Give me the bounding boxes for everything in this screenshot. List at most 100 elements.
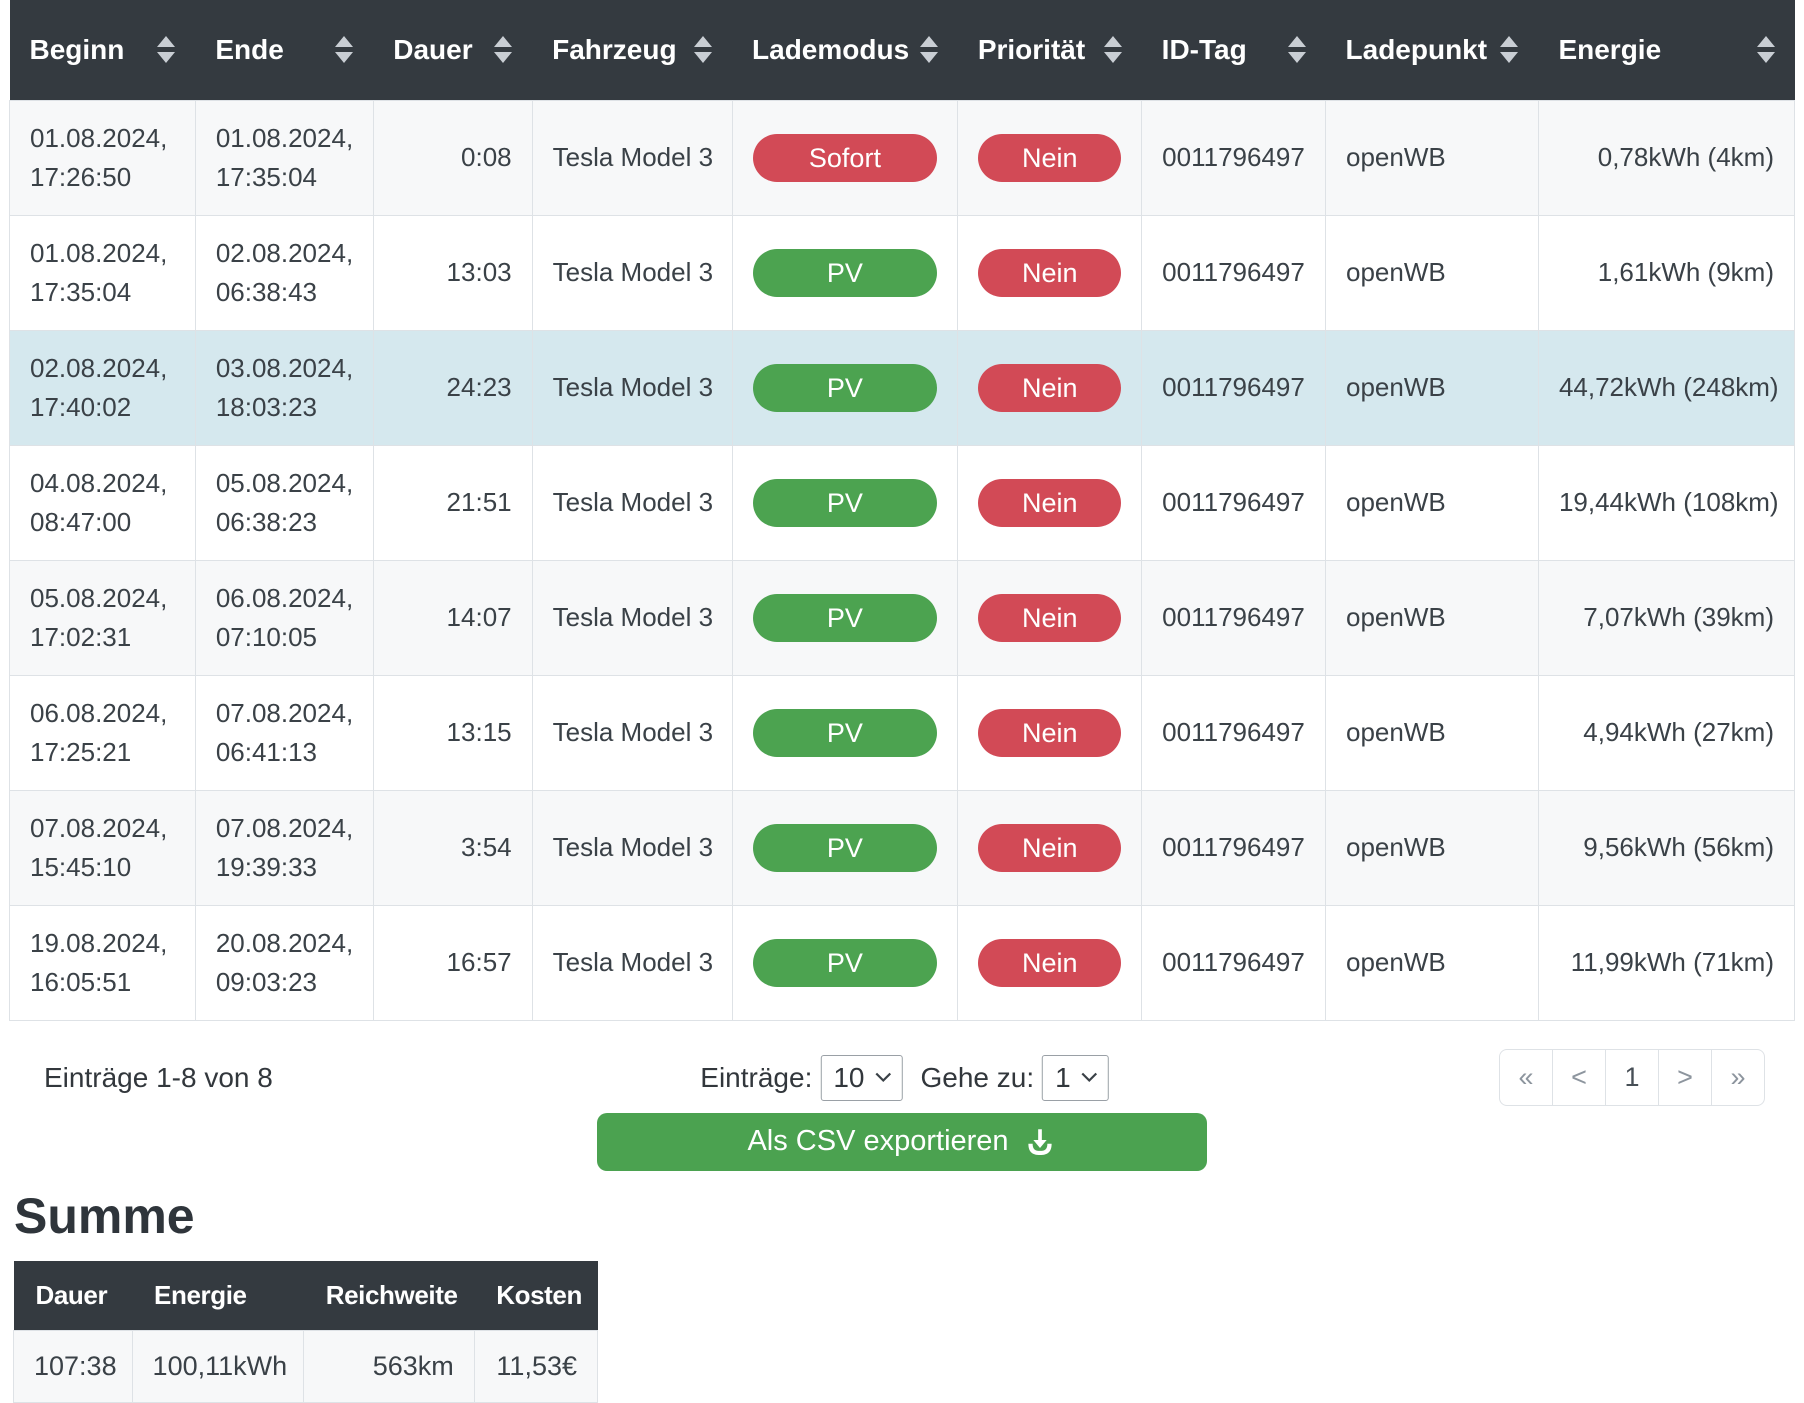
cell-ladepunkt: openWB <box>1326 790 1539 905</box>
cell-dauer: 21:51 <box>373 445 532 560</box>
cell-energie: 11,99kWh (71km) <box>1538 905 1794 1020</box>
cell-energie: 1,61kWh (9km) <box>1538 215 1794 330</box>
sort-arrows-icon <box>157 36 175 63</box>
cell-ladepunkt: openWB <box>1326 560 1539 675</box>
pagination-buttons: «<1>» <box>1499 1049 1765 1106</box>
sort-arrows-icon <box>1104 36 1122 63</box>
page-button-next[interactable]: > <box>1658 1049 1712 1106</box>
lademodus-badge: PV <box>753 479 938 527</box>
cell-energie: 4,94kWh (27km) <box>1538 675 1794 790</box>
column-header-prioritaet[interactable]: Priorität <box>958 0 1142 100</box>
goto-page-value: 1 <box>1055 1062 1071 1094</box>
cell-dauer: 13:03 <box>373 215 532 330</box>
page-button-last[interactable]: » <box>1711 1049 1765 1106</box>
prioritaet-badge: Nein <box>978 249 1121 297</box>
export-csv-label: Als CSV exportieren <box>747 1125 1008 1158</box>
prioritaet-badge: Nein <box>978 134 1121 182</box>
prioritaet-badge: Nein <box>978 364 1121 412</box>
cell-ladepunkt: openWB <box>1326 330 1539 445</box>
cell-fahrzeug: Tesla Model 3 <box>532 560 732 675</box>
page-size-label: Einträge: <box>700 1062 812 1094</box>
lademodus-badge: PV <box>753 824 938 872</box>
lademodus-badge: PV <box>753 249 938 297</box>
cell-lademodus: PV <box>732 560 958 675</box>
cell-ladepunkt: openWB <box>1326 215 1539 330</box>
table-row: 04.08.2024,08:47:00 05.08.2024,06:38:23 … <box>10 445 1795 560</box>
cell-beginn: 02.08.2024,17:40:02 <box>10 330 196 445</box>
page-button-first[interactable]: « <box>1499 1049 1553 1106</box>
cell-prioritaet: Nein <box>958 560 1142 675</box>
cell-fahrzeug: Tesla Model 3 <box>532 100 732 215</box>
column-header-ende[interactable]: Ende <box>195 0 373 100</box>
prioritaet-badge: Nein <box>978 479 1121 527</box>
cell-energie: 19,44kWh (108km) <box>1538 445 1794 560</box>
cell-lademodus: PV <box>732 330 958 445</box>
cell-dauer: 14:07 <box>373 560 532 675</box>
summary-value-reichweite: 563km <box>304 1331 475 1403</box>
charge-log-table: Beginn Ende Dauer Fahrzeug <box>9 0 1795 1021</box>
cell-beginn: 06.08.2024,17:25:21 <box>10 675 196 790</box>
lademodus-badge: PV <box>753 709 938 757</box>
cell-beginn: 01.08.2024,17:26:50 <box>10 100 196 215</box>
prioritaet-badge: Nein <box>978 594 1121 642</box>
cell-dauer: 16:57 <box>373 905 532 1020</box>
cell-lademodus: PV <box>732 905 958 1020</box>
summary-column-energie: Energie <box>132 1261 304 1331</box>
cell-prioritaet: Nein <box>958 790 1142 905</box>
column-header-dauer[interactable]: Dauer <box>373 0 532 100</box>
cell-id-tag: 0011796497 <box>1142 445 1326 560</box>
cell-ende: 03.08.2024,18:03:23 <box>195 330 373 445</box>
summary-column-kosten: Kosten <box>474 1261 597 1331</box>
cell-ladepunkt: openWB <box>1326 675 1539 790</box>
column-header-ladepunkt[interactable]: Ladepunkt <box>1326 0 1539 100</box>
table-row: 01.08.2024,17:35:04 02.08.2024,06:38:43 … <box>10 215 1795 330</box>
column-header-fahrzeug[interactable]: Fahrzeug <box>532 0 732 100</box>
cell-prioritaet: Nein <box>958 330 1142 445</box>
chevron-down-icon <box>1081 1072 1098 1083</box>
prioritaet-badge: Nein <box>978 939 1121 987</box>
cell-ende: 02.08.2024,06:38:43 <box>195 215 373 330</box>
column-header-label: Priorität <box>978 34 1085 66</box>
export-csv-button[interactable]: Als CSV exportieren <box>597 1113 1207 1171</box>
cell-lademodus: Sofort <box>732 100 958 215</box>
column-header-label: Lademodus <box>752 34 909 66</box>
column-header-beginn[interactable]: Beginn <box>10 0 196 100</box>
cell-fahrzeug: Tesla Model 3 <box>532 215 732 330</box>
column-header-lademodus[interactable]: Lademodus <box>732 0 958 100</box>
column-header-label: Fahrzeug <box>552 34 676 66</box>
cell-ende: 01.08.2024,17:35:04 <box>195 100 373 215</box>
main-table-body: 01.08.2024,17:26:50 01.08.2024,17:35:04 … <box>10 100 1795 1020</box>
sort-arrows-icon <box>494 36 512 63</box>
column-header-id_tag[interactable]: ID-Tag <box>1142 0 1326 100</box>
cell-fahrzeug: Tesla Model 3 <box>532 905 732 1020</box>
cell-prioritaet: Nein <box>958 100 1142 215</box>
sort-arrows-icon <box>694 36 712 63</box>
page-button-page-1[interactable]: 1 <box>1605 1049 1659 1106</box>
column-header-label: Ende <box>215 34 283 66</box>
table-row: 07.08.2024,15:45:10 07.08.2024,19:39:33 … <box>10 790 1795 905</box>
sort-arrows-icon <box>1500 36 1518 63</box>
cell-fahrzeug: Tesla Model 3 <box>532 790 732 905</box>
lademodus-badge: Sofort <box>753 134 938 182</box>
goto-page-select[interactable]: 1 <box>1042 1055 1109 1101</box>
page-button-prev[interactable]: < <box>1552 1049 1606 1106</box>
prioritaet-badge: Nein <box>978 709 1121 757</box>
cell-id-tag: 0011796497 <box>1142 560 1326 675</box>
lademodus-badge: PV <box>753 594 938 642</box>
cell-id-tag: 0011796497 <box>1142 790 1326 905</box>
cell-energie: 44,72kWh (248km) <box>1538 330 1794 445</box>
column-header-energie[interactable]: Energie <box>1538 0 1794 100</box>
cell-id-tag: 0011796497 <box>1142 675 1326 790</box>
page-size-select[interactable]: 10 <box>820 1055 902 1101</box>
cell-lademodus: PV <box>732 445 958 560</box>
export-row: Als CSV exportieren <box>0 1113 1804 1171</box>
lademodus-badge: PV <box>753 939 938 987</box>
cell-energie: 0,78kWh (4km) <box>1538 100 1794 215</box>
cell-id-tag: 0011796497 <box>1142 100 1326 215</box>
cell-beginn: 19.08.2024,16:05:51 <box>10 905 196 1020</box>
cell-ende: 06.08.2024,07:10:05 <box>195 560 373 675</box>
cell-dauer: 0:08 <box>373 100 532 215</box>
